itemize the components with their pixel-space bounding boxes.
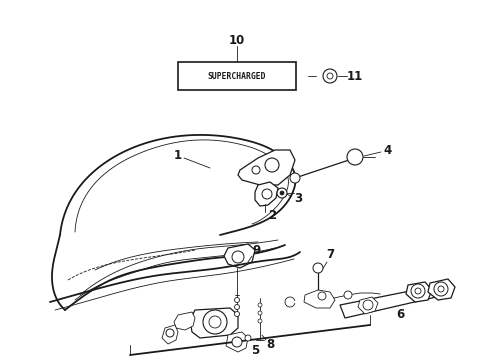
Circle shape: [411, 284, 425, 298]
Polygon shape: [190, 308, 238, 338]
Circle shape: [232, 251, 244, 263]
Circle shape: [415, 288, 421, 294]
Circle shape: [258, 303, 262, 307]
Polygon shape: [304, 290, 335, 308]
FancyBboxPatch shape: [178, 62, 296, 90]
Circle shape: [290, 173, 300, 183]
Text: SUPERCHARGED: SUPERCHARGED: [208, 72, 266, 81]
Text: 11: 11: [347, 69, 363, 82]
Circle shape: [280, 191, 284, 195]
Circle shape: [252, 166, 260, 174]
Text: 9: 9: [252, 243, 260, 257]
Polygon shape: [226, 332, 248, 352]
Text: 1: 1: [174, 149, 182, 162]
Polygon shape: [358, 297, 378, 314]
Polygon shape: [406, 282, 432, 302]
Circle shape: [344, 291, 352, 299]
Circle shape: [318, 292, 326, 300]
Polygon shape: [224, 244, 255, 268]
Circle shape: [313, 263, 323, 273]
Text: 3: 3: [294, 192, 302, 204]
Circle shape: [438, 286, 444, 292]
Circle shape: [277, 188, 287, 198]
Circle shape: [232, 337, 242, 347]
Circle shape: [235, 297, 240, 302]
Text: 10: 10: [229, 33, 245, 46]
Polygon shape: [238, 150, 295, 185]
Circle shape: [235, 305, 240, 310]
Circle shape: [203, 310, 227, 334]
Text: 5: 5: [251, 343, 259, 356]
Circle shape: [363, 300, 373, 310]
Circle shape: [323, 69, 337, 83]
Polygon shape: [340, 285, 445, 318]
Polygon shape: [428, 279, 455, 300]
Polygon shape: [162, 325, 178, 344]
Circle shape: [166, 329, 174, 337]
Text: 8: 8: [266, 338, 274, 351]
Circle shape: [245, 335, 251, 341]
Circle shape: [262, 189, 272, 199]
Polygon shape: [174, 312, 195, 330]
Circle shape: [347, 149, 363, 165]
Circle shape: [235, 311, 240, 316]
Text: 2: 2: [268, 208, 276, 221]
Circle shape: [258, 319, 262, 323]
Text: 7: 7: [326, 248, 334, 261]
Circle shape: [265, 158, 279, 172]
Text: 4: 4: [384, 144, 392, 157]
Circle shape: [258, 311, 262, 315]
Circle shape: [209, 316, 221, 328]
Text: 6: 6: [396, 309, 404, 321]
Polygon shape: [255, 182, 278, 206]
Circle shape: [327, 73, 333, 79]
Circle shape: [434, 282, 448, 296]
